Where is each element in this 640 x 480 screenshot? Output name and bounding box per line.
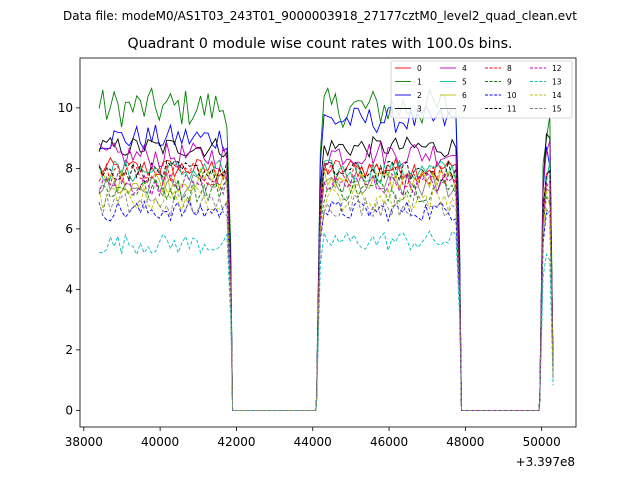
legend-label-10: 10 xyxy=(507,91,517,100)
y-tick-label: 10 xyxy=(58,101,73,115)
plot-frame xyxy=(79,57,577,428)
series-line-8 xyxy=(98,161,554,411)
x-axis: 38000 40000 42000 44000 46000 48000 50000 xyxy=(65,427,561,449)
x-tick-label: 48000 xyxy=(446,435,484,449)
legend-label-0: 0 xyxy=(417,64,422,73)
x-tick-label: 40000 xyxy=(141,435,179,449)
legend-label-4: 4 xyxy=(462,64,467,73)
legend-label-8: 8 xyxy=(507,64,512,73)
y-tick-label: 6 xyxy=(65,222,73,236)
series-line-2 xyxy=(98,105,554,411)
series-line-6 xyxy=(99,167,554,411)
series-line-11 xyxy=(98,159,554,411)
x-tick-label: 38000 xyxy=(65,435,103,449)
legend-label-13: 13 xyxy=(552,78,562,87)
series-line-14 xyxy=(98,186,554,411)
series-line-0 xyxy=(98,156,554,411)
x-offset-label: +3.397e8 xyxy=(516,455,575,469)
x-tick-label: 46000 xyxy=(370,435,408,449)
legend-label-5: 5 xyxy=(462,78,467,87)
legend-label-2: 2 xyxy=(417,91,422,100)
series-line-15 xyxy=(98,193,554,411)
legend-label-15: 15 xyxy=(552,105,562,114)
legend-label-11: 11 xyxy=(507,105,517,114)
series-line-13 xyxy=(99,230,554,411)
legend-label-1: 1 xyxy=(417,78,422,87)
y-tick-label: 0 xyxy=(65,403,73,417)
series-line-10 xyxy=(98,199,554,411)
x-tick-label: 50000 xyxy=(523,435,561,449)
series-line-1 xyxy=(98,86,554,411)
legend-label-7: 7 xyxy=(462,105,467,114)
legend-label-3: 3 xyxy=(417,105,422,114)
legend-label-9: 9 xyxy=(507,78,512,87)
legend-label-14: 14 xyxy=(552,91,562,100)
y-tick-label: 4 xyxy=(65,282,73,296)
chart-title: Quadrant 0 module wise count rates with … xyxy=(127,36,513,52)
series-line-12 xyxy=(98,172,554,411)
series-line-4 xyxy=(98,140,554,411)
series-line-7 xyxy=(98,173,554,411)
y-axis: 0 2 4 6 8 10 xyxy=(58,101,80,417)
y-tick-label: 8 xyxy=(65,161,73,175)
legend-frame xyxy=(390,60,573,119)
series-line-5 xyxy=(98,159,554,411)
figure-suptitle: Data file: modeM0/AS1T03_243T01_90000039… xyxy=(63,9,577,23)
x-tick-label: 44000 xyxy=(294,435,332,449)
y-tick-label: 2 xyxy=(65,343,73,357)
series-layer xyxy=(98,86,554,411)
legend-label-6: 6 xyxy=(462,91,467,100)
x-tick-label: 42000 xyxy=(217,435,255,449)
legend-label-12: 12 xyxy=(552,64,562,73)
